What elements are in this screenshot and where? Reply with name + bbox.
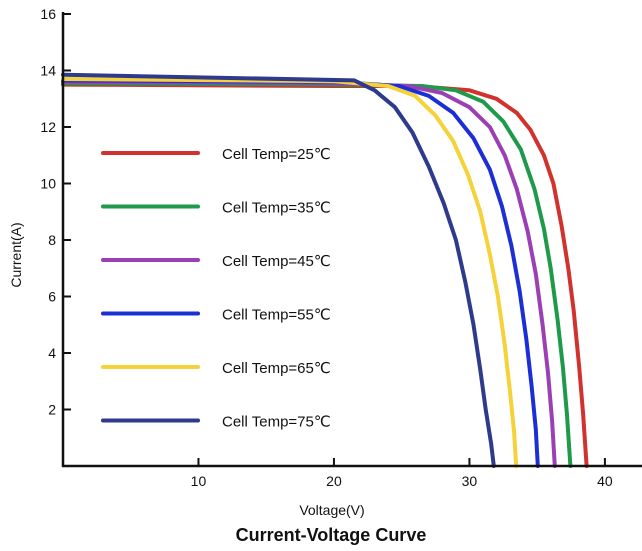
legend-label-6: Cell Temp=75℃ — [222, 414, 331, 431]
x-tick-label: 30 — [462, 473, 478, 489]
y-tick-label: 8 — [48, 232, 56, 248]
y-axis-title: Current(A) — [8, 222, 24, 287]
y-tick-label: 6 — [48, 289, 56, 305]
x-tick-label: 10 — [191, 473, 207, 489]
x-axis-title: Voltage(V) — [299, 502, 364, 518]
axes-layer: 2 4 6 8 10 12 14 16 10 20 30 40 — [40, 6, 642, 489]
series-line-5 — [61, 77, 519, 468]
series-line-6 — [61, 72, 496, 468]
legend-label-5: Cell Temp=65℃ — [222, 360, 331, 377]
series-line-4 — [61, 78, 540, 468]
series-layer — [61, 72, 589, 468]
legend-label-1: Cell Temp=25℃ — [222, 146, 331, 163]
x-tick-label: 20 — [326, 473, 342, 489]
series-line-3 — [61, 79, 557, 468]
series-line-2 — [61, 81, 573, 468]
legend-label-4: Cell Temp=55℃ — [222, 307, 331, 324]
chart-title: Current-Voltage Curve — [236, 525, 427, 545]
legend-label-3: Cell Temp=45℃ — [222, 253, 331, 270]
legend: Cell Temp=25℃ Cell Temp=35℃ Cell Temp=45℃ C… — [101, 146, 331, 431]
x-tick-label: 40 — [597, 473, 613, 489]
y-tick-label: 16 — [40, 6, 56, 22]
y-tick-label: 10 — [40, 176, 56, 192]
series-line-1 — [61, 82, 589, 468]
y-tick-label: 4 — [48, 345, 56, 361]
y-tick-label: 2 — [48, 402, 56, 418]
y-tick-label: 14 — [40, 63, 56, 79]
y-tick-label: 12 — [40, 119, 56, 135]
legend-label-2: Cell Temp=35℃ — [222, 200, 331, 217]
